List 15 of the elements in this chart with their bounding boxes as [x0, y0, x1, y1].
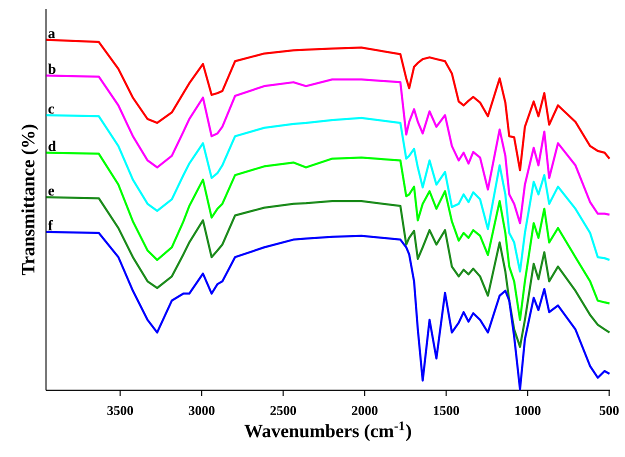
x-tick-label: 1500 — [434, 406, 460, 416]
x-tick-label: 2500 — [270, 406, 296, 416]
series-label: d — [48, 140, 56, 152]
x-tick-label: 500 — [600, 406, 619, 416]
x-tick-label: 3500 — [107, 406, 134, 416]
series-label: f — [48, 220, 53, 230]
y-axis-title: Transmittance (%) — [21, 124, 38, 276]
series-label: c — [48, 106, 54, 114]
series-label: e — [48, 188, 54, 196]
x-tick-label: 2000 — [352, 406, 378, 416]
x-tick-label: 1000 — [515, 406, 541, 416]
x-tick-label: 3000 — [188, 406, 215, 416]
series-label: b — [48, 64, 56, 74]
series-label: a — [48, 31, 56, 38]
x-axis-title: Wavenumbers (cm$^{-1}$) — [244, 422, 411, 442]
